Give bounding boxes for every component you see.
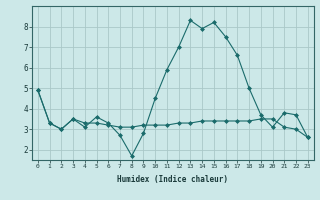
X-axis label: Humidex (Indice chaleur): Humidex (Indice chaleur) xyxy=(117,175,228,184)
